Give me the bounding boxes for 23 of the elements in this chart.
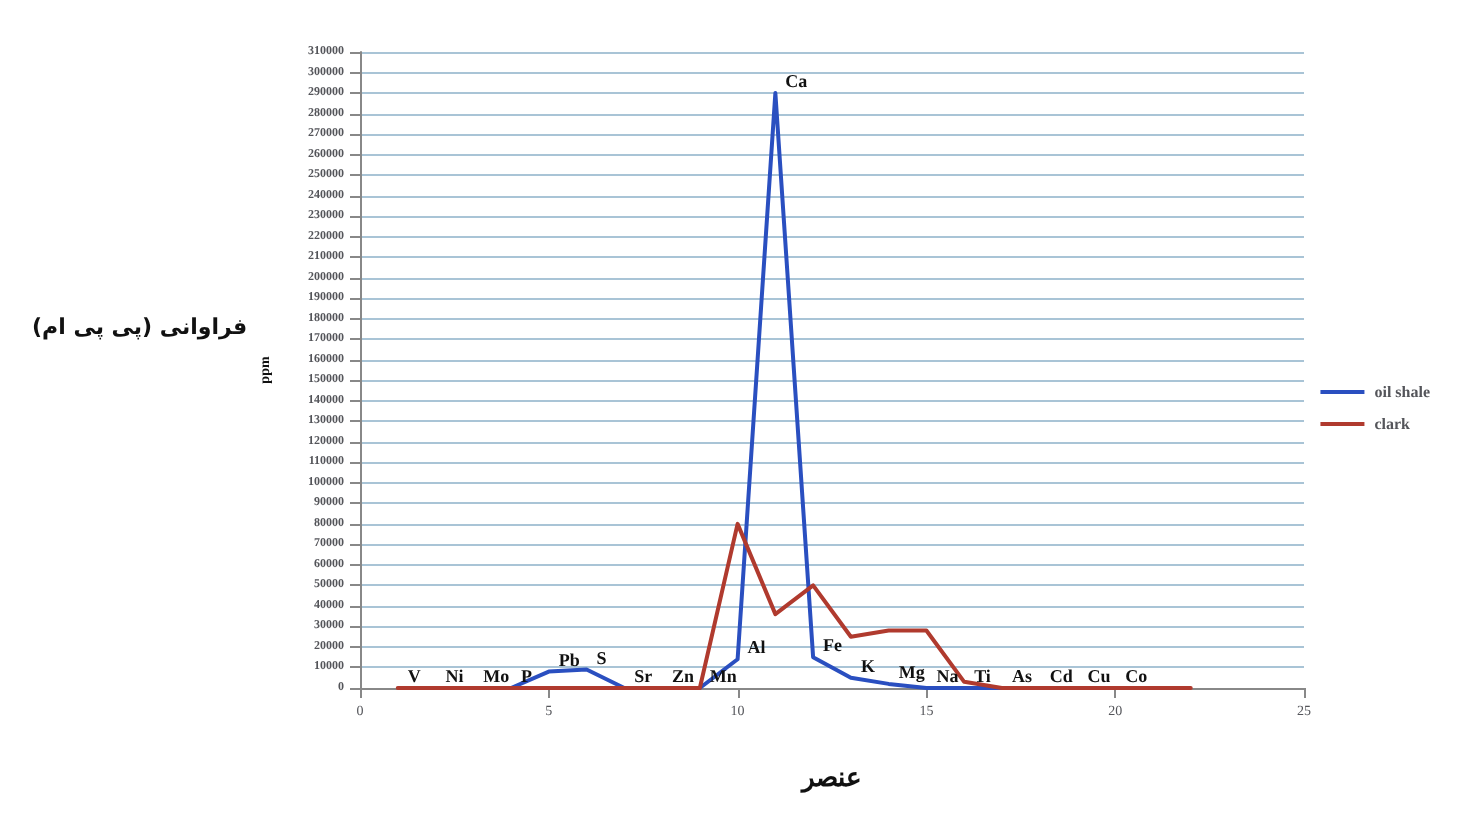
annotation: Co	[1125, 666, 1149, 686]
annotation: Mo	[483, 666, 511, 686]
legend-label: oil shale	[1374, 383, 1431, 401]
annotation: Cu	[1087, 666, 1111, 686]
annotation: Na	[936, 666, 960, 686]
annotation: K	[860, 655, 875, 676]
annotation: Sr	[634, 666, 653, 686]
annotation: Ni	[445, 666, 465, 686]
text: فراوانی (پی پی ام)	[32, 314, 248, 340]
annotation: Cd	[1049, 666, 1073, 686]
annotation: Ca	[785, 71, 809, 92]
annotation: S	[596, 647, 607, 668]
annotation: Mg	[898, 661, 926, 682]
line-series	[395, 521, 1193, 690]
annotation: Pb	[558, 649, 580, 670]
annotation: Fe	[823, 635, 843, 656]
annotation: Ti	[974, 666, 992, 686]
annotation: V	[407, 666, 422, 686]
legend-label: clark	[1374, 415, 1412, 433]
x-axis-title: عنصر	[800, 762, 862, 794]
annotation: As	[1011, 666, 1033, 686]
annotation: Zn	[672, 666, 695, 686]
annotation: Al	[747, 637, 767, 658]
